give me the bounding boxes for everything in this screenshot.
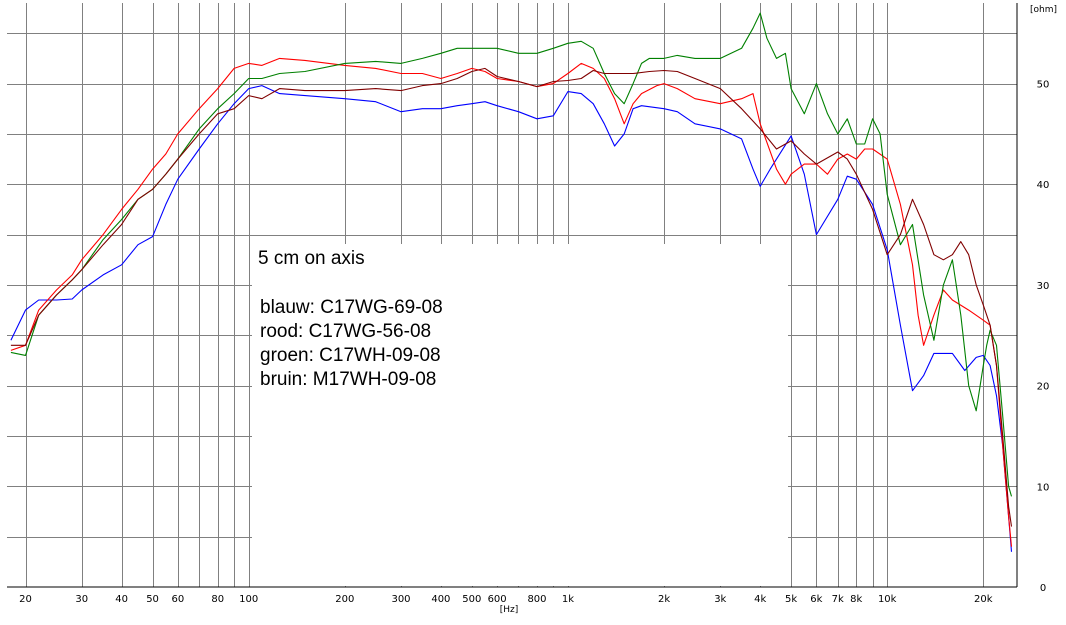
legend-entry-bruin: bruin: M17WH-09-08 xyxy=(260,369,437,390)
legend-entry-rood: rood: C17WG-56-08 xyxy=(260,321,432,342)
x-tick-label: 3k xyxy=(714,594,726,605)
series-line-1 xyxy=(10,57,1013,547)
x-tick-label: 8k xyxy=(850,594,862,605)
y-tick-label: 20 xyxy=(1037,382,1050,393)
y-tick-labels: 0 10 20 30 40 50 xyxy=(1037,80,1050,594)
y-tick-label: 0 xyxy=(1040,583,1046,594)
x-tick-label: 20k xyxy=(974,594,993,605)
series-layer xyxy=(10,12,1013,552)
x-tick-label: 100 xyxy=(239,594,258,605)
x-tick-label: 1k xyxy=(562,594,574,605)
x-tick-label: 5k xyxy=(785,594,797,605)
x-tick-label: 7k xyxy=(832,594,844,605)
x-tick-label: 2k xyxy=(658,594,670,605)
annotation-title: 5 cm on axis xyxy=(258,248,365,269)
x-tick-label: 600 xyxy=(488,594,507,605)
series-line-0 xyxy=(10,85,1013,552)
x-tick-label: 4k xyxy=(754,594,766,605)
x-tick-label: 40 xyxy=(115,594,128,605)
x-tick-label: 800 xyxy=(527,594,546,605)
x-tick-label: 6k xyxy=(810,594,822,605)
y-axis-unit-label: [ohm] xyxy=(1030,5,1057,15)
y-tick-label: 40 xyxy=(1037,180,1050,191)
legend: blauw: C17WG-69-08 rood: C17WG-56-08 gro… xyxy=(260,296,443,392)
x-tick-label: 400 xyxy=(431,594,450,605)
legend-entry-groen: groen: C17WH-09-08 xyxy=(260,345,441,366)
x-tick-label: 20 xyxy=(19,594,32,605)
x-tick-label: 80 xyxy=(211,594,224,605)
series-line-2 xyxy=(10,12,1013,497)
x-tick-label: 50 xyxy=(146,594,159,605)
x-tick-label: 500 xyxy=(462,594,481,605)
x-tick-label: 60 xyxy=(171,594,184,605)
x-tick-label: 30 xyxy=(75,594,88,605)
series-line-3 xyxy=(10,67,1013,527)
annotation-box: 5 cm on axis blauw: C17WG-69-08 rood: C1… xyxy=(252,244,788,586)
legend-entry-blauw: blauw: C17WG-69-08 xyxy=(260,297,443,318)
x-tick-labels: 20 30 40 50 60 80 100 200 300 400 500 600 800 1k 2k 3k 4… xyxy=(19,594,993,605)
x-tick-label: 200 xyxy=(335,594,354,605)
x-axis-unit-label: [Hz] xyxy=(500,605,519,615)
x-tick-label: 10k xyxy=(878,594,897,605)
y-tick-label: 10 xyxy=(1037,482,1050,493)
y-tick-label: 30 xyxy=(1037,281,1050,292)
x-tick-label: 300 xyxy=(391,594,410,605)
y-tick-label: 50 xyxy=(1037,80,1050,91)
